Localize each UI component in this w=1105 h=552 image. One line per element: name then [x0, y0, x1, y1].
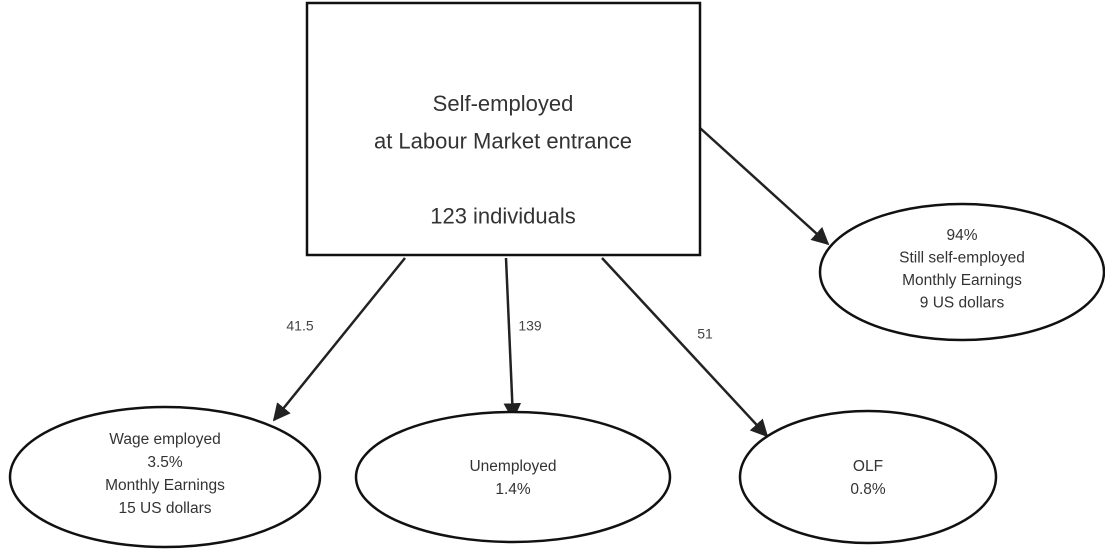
node-text: 0.8% [850, 481, 886, 498]
node-text: Still self-employed [899, 250, 1025, 267]
node-text: 94% [946, 227, 977, 244]
node-text: 1.4% [495, 481, 531, 498]
node-text: Monthly Earnings [902, 272, 1022, 289]
node-text: 3.5% [147, 454, 183, 471]
node-text: at Labour Market entrance [374, 128, 632, 153]
arrow [699, 127, 830, 246]
edge-label: 41.5 [286, 318, 313, 334]
arrow [503, 257, 522, 421]
arrow [272, 257, 406, 422]
node-text: 15 US dollars [118, 500, 211, 517]
source-box [305, 1, 702, 257]
edge-label: 51 [697, 326, 713, 342]
node-ellipse [818, 202, 1105, 342]
node-ellipse [738, 409, 998, 545]
node-text: 9 US dollars [920, 295, 1005, 312]
node-text: 123 individuals [430, 203, 576, 228]
edge-label: 139 [518, 318, 542, 334]
node-text: Unemployed [469, 458, 556, 475]
node-text: OLF [853, 458, 883, 475]
node-text: Self-employed [433, 91, 574, 116]
arrow [601, 257, 769, 438]
node-text: Wage employed [109, 431, 220, 448]
node-ellipse [354, 410, 672, 544]
node-text: Monthly Earnings [105, 477, 225, 494]
node-ellipse [8, 405, 322, 549]
